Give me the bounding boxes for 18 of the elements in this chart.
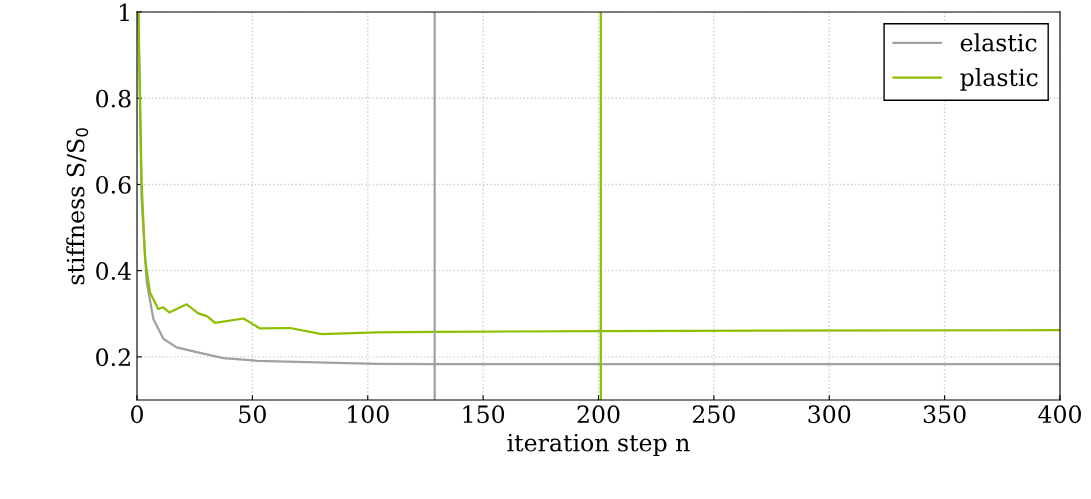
- x-tick-label: 250: [692, 405, 735, 424]
- x-axis-title: iteration step n: [507, 433, 690, 457]
- x-tick-label: 150: [463, 405, 505, 424]
- y-tick-label: 1: [120, 3, 129, 21]
- y-tick-label: 0.6: [96, 175, 131, 194]
- x-tick-label: 400: [1038, 405, 1081, 424]
- y-axis-title: stiffness S/S$_{0}$: [66, 128, 89, 285]
- x-tick-label: 200: [577, 405, 620, 424]
- x-tick-label: 50: [239, 405, 266, 424]
- x-tick-label: 300: [808, 405, 851, 424]
- y-tick-label: 0.2: [96, 348, 130, 367]
- x-tick-label: 0: [131, 405, 143, 424]
- y-tick-label: 0.8: [96, 89, 131, 108]
- legend-label: plastic: [960, 67, 1038, 91]
- y-tick-label: 0.4: [96, 262, 131, 280]
- legend-label: elastic: [960, 33, 1037, 52]
- x-tick-label: 100: [348, 405, 389, 424]
- x-tick-label: 350: [923, 405, 966, 424]
